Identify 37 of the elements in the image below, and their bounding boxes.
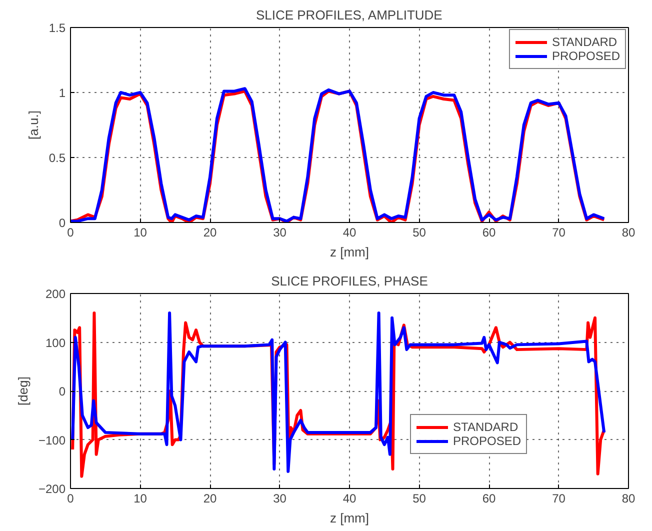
y-tick-label: 0.5 (48, 151, 66, 165)
legend-label: PROPOSED (552, 49, 620, 63)
x-tick-label: 60 (482, 226, 496, 240)
x-tick-label: 0 (67, 226, 74, 240)
x-tick-label: 60 (482, 492, 496, 506)
x-tick-label: 30 (273, 226, 287, 240)
chart-title: SLICE PROFILES, AMPLITUDE (256, 8, 443, 22)
y-tick-label: 0 (58, 216, 66, 230)
x-tick-label: 20 (203, 226, 217, 240)
x-tick-label: 10 (134, 226, 148, 240)
y-tick-label: −200 (38, 482, 66, 496)
x-tick-label: 40 (342, 226, 356, 240)
x-tick-label: 0 (67, 492, 74, 506)
y-tick-label: 1.5 (48, 21, 66, 35)
x-tick-label: 10 (134, 492, 148, 506)
x-tick-label: 50 (412, 492, 426, 506)
x-tick-label: 80 (622, 226, 636, 240)
x-tick-label: 40 (342, 492, 356, 506)
x-tick-label: 20 (203, 492, 217, 506)
chart-title: SLICE PROFILES, PHASE (271, 274, 428, 288)
legend-label: STANDARD (453, 420, 518, 434)
y-tick-label: 200 (45, 287, 66, 301)
x-tick-label: 70 (552, 492, 566, 506)
y-axis-title: [deg] (15, 376, 30, 406)
x-tick-label: 50 (412, 226, 426, 240)
x-tick-label: 30 (273, 492, 287, 506)
legend-label: PROPOSED (453, 434, 522, 448)
x-tick-label: 70 (552, 226, 566, 240)
legend-label: STANDARD (552, 35, 618, 49)
x-tick-label: 80 (622, 492, 636, 506)
y-tick-label: 100 (45, 336, 66, 350)
y-axis-title: [a.u.] (26, 110, 41, 140)
y-tick-label: −100 (38, 433, 66, 448)
x-axis-title: z [mm] (330, 244, 370, 260)
x-axis-title: z [mm] (330, 510, 370, 526)
y-tick-label: 0 (58, 384, 66, 398)
y-tick-label: 1 (58, 86, 66, 100)
